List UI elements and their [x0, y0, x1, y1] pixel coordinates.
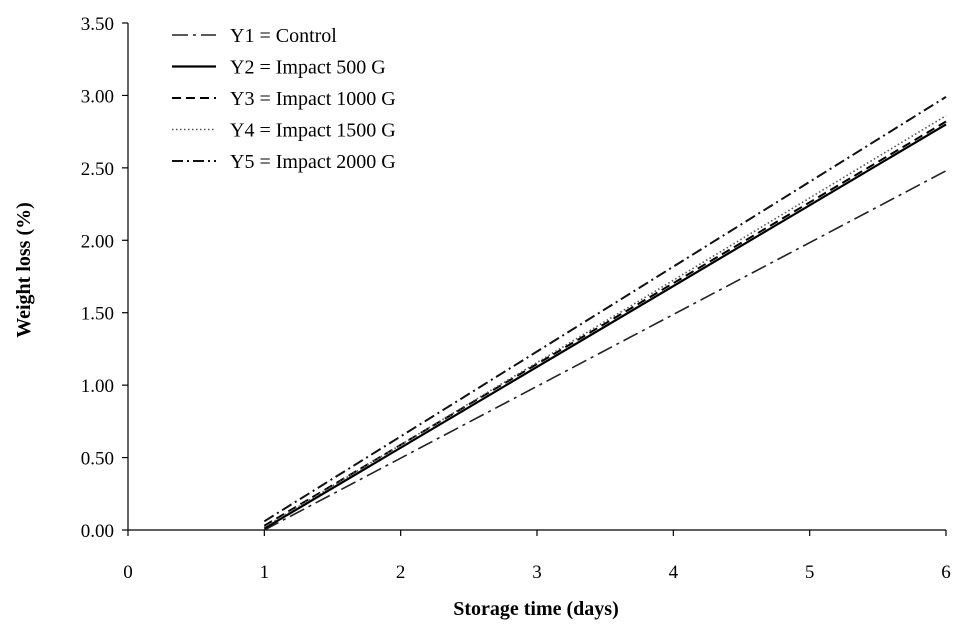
x-tick-label: 3	[532, 562, 542, 583]
x-tick-label: 5	[805, 562, 815, 583]
series-line-y4	[263, 115, 947, 528]
x-tick-label: 6	[941, 562, 951, 583]
x-tick-label: 2	[396, 562, 406, 583]
legend-label-y2: Y2 = Impact 500 G	[230, 57, 386, 79]
series-line-y2	[263, 123, 947, 530]
y-tick-label: 2.00	[81, 231, 114, 252]
series-lines	[263, 96, 947, 531]
y-tick-label: 1.00	[81, 376, 114, 397]
y-axis-title: Weight loss (%)	[13, 202, 35, 338]
x-axis-title: Storage time (days)	[453, 598, 619, 620]
legend-label-y5: Y5 = Impact 2000 G	[230, 151, 396, 173]
legend-label-y4: Y4 = Impact 1500 G	[230, 120, 396, 142]
y-tick-label: 3.00	[81, 86, 114, 107]
x-tick-label: 0	[123, 562, 133, 583]
y-tick-label: 3.50	[81, 14, 114, 35]
series-line-y1	[263, 170, 947, 531]
y-tick-label: 1.50	[81, 304, 114, 325]
series-line-y5	[263, 96, 947, 523]
axes: 0.00 0.50 1.00 1.50 2.00 2.50 3.00 3.50 0 1 2 3 4 5 6	[81, 14, 951, 583]
x-tick-label: 4	[669, 562, 679, 583]
legend-label-y3: Y3 = Impact 1000 G	[230, 88, 396, 110]
y-tick-label: 0.00	[81, 521, 114, 542]
series-line-y3	[263, 120, 947, 527]
y-tick-label: 2.50	[81, 159, 114, 180]
y-tick-label: 0.50	[81, 449, 114, 470]
legend-label-y1: Y1 = Control	[230, 25, 337, 47]
x-tick-label: 1	[260, 562, 270, 583]
legend: Y1 = Control Y2 = Impact 500 G Y3 = Impact…	[172, 25, 396, 173]
